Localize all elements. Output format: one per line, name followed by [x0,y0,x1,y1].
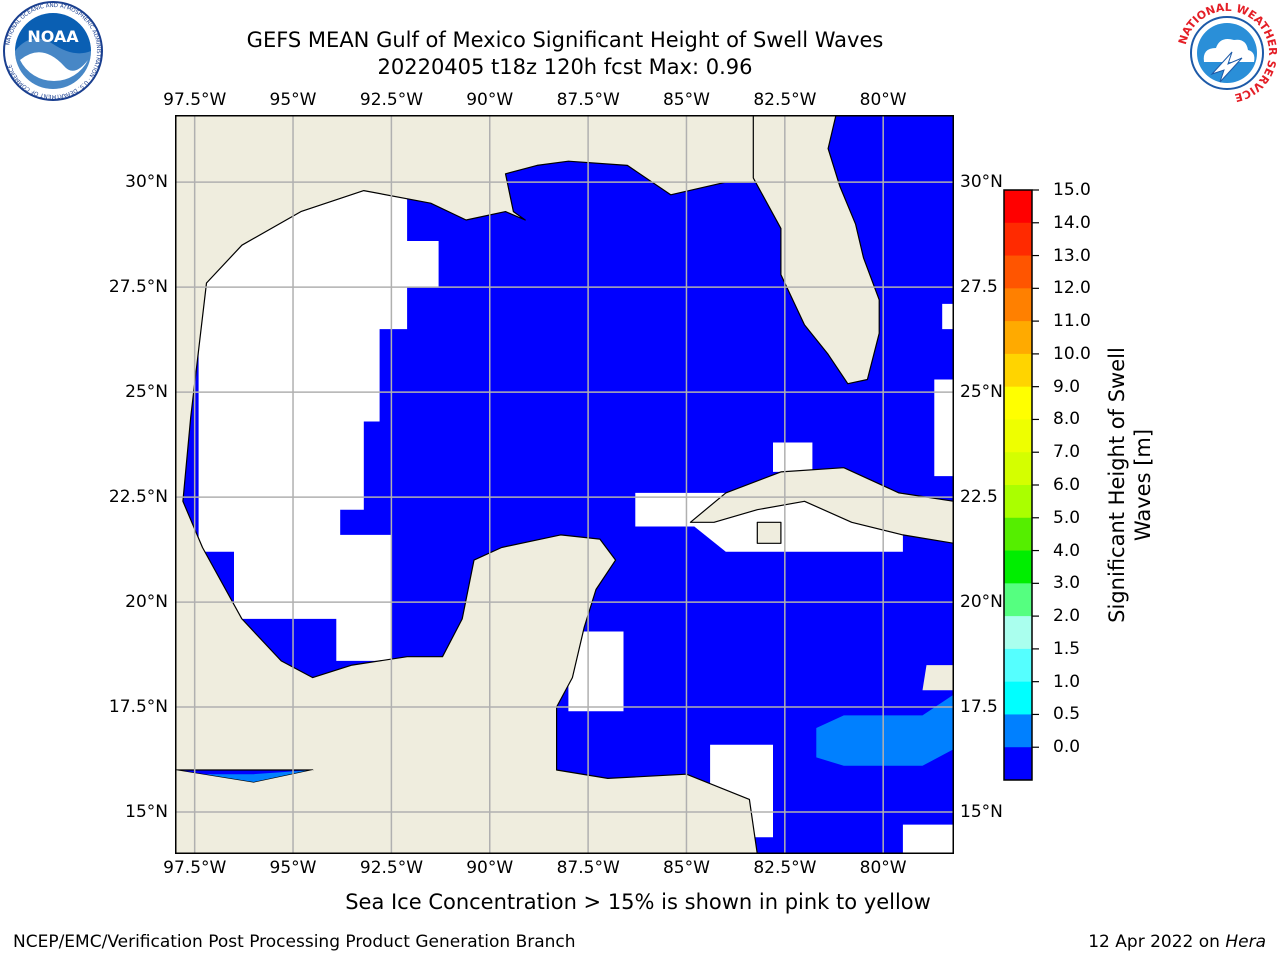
calm-region-southeast [902,824,954,854]
calm-region-cuba-north-2 [773,442,813,472]
calm-region-yucatan-east [568,631,624,712]
colorbar-tick-label: 3.0 [1053,573,1081,594]
lat-tick-label-left: 15°N [125,802,168,822]
colorbar-tick-label: 14.0 [1053,212,1091,233]
lat-tick-label-left: 17.5°N [108,697,168,718]
colorbar-title: Significant Height of Swell Waves [m] [1105,347,1155,623]
generation-date: 12 Apr 2022 on Hera [1088,932,1266,952]
lon-tick-label-top: 90°W [466,90,514,110]
lon-tick-label-bottom: 92.5°W [359,858,424,878]
colorbar-segment [1004,288,1032,322]
lon-tick-label-top: 97.5°W [163,90,227,110]
lat-tick-label-left: 20°N [125,592,168,613]
host-name: Hera [1225,932,1266,952]
colorbar-segment [1004,714,1032,748]
lat-tick-label-left: 30°N [125,172,168,193]
colorbar-segment [1004,321,1032,355]
lat-tick-label-left: 22.5°N [108,487,168,508]
producer-credit: NCEP/EMC/Verification Post Processing Pr… [13,932,576,952]
lon-tick-label-bottom: 85°W [662,858,710,878]
colorbar-tick-label: 15.0 [1053,180,1091,200]
colorbar-segment [1004,550,1032,584]
colorbar-tick-label: 8.0 [1053,409,1081,430]
chart-title: GEFS MEAN Gulf of Mexico Significant Hei… [246,28,884,52]
colorbar-tick-label: 5.0 [1053,507,1081,528]
lon-tick-label-bottom: 95°W [269,858,317,878]
swell-0.5-1.0-region-caribbean [816,694,954,766]
lon-tick-label-top: 87.5°W [556,90,620,110]
lat-tick-label-right: 27.5 [960,277,998,298]
isla-de-la-juventud [756,521,782,544]
noaa-logo-icon: NOAA NATIONAL OCEANIC AND ATMOSPHERIC AD… [3,1,103,101]
lon-tick-label-top: 92.5°W [359,90,424,110]
calm-region-bahamas [934,379,954,477]
chart-subtitle: 20220405 t18z 120h fcst Max: 0.96 [377,55,753,79]
colorbar-segment [1004,452,1032,486]
colorbar-segment [1004,616,1032,650]
lat-tick-label-right: 20°N [960,592,1003,613]
colorbar-tick-label: 0.0 [1053,737,1081,758]
colorbar-segment [1004,517,1032,552]
lon-tick-label-bottom: 80°W [859,858,907,878]
colorbar-tick-label: 1.5 [1053,638,1081,659]
calm-region-western-gulf [198,119,439,619]
lat-tick-label-left: 25°N [125,382,168,403]
lon-tick-label-top: 95°W [269,90,317,110]
lat-tick-label-right: 22.5 [960,487,998,508]
colorbar-tick-label: 11.0 [1053,311,1091,332]
lon-tick-label-bottom: 90°W [466,858,514,878]
lat-tick-label-left: 27.5°N [108,277,168,298]
colorbar-tick-label: 9.0 [1053,376,1081,397]
cuba [689,467,954,544]
colorbar-tick-label: 1.0 [1053,671,1081,692]
colorbar-segment [1004,222,1032,257]
colorbar-segment [1004,747,1032,781]
colorbar-tick-label: 0.5 [1053,704,1081,725]
colorbar-segment [1004,255,1032,289]
colorbar-segment [1004,353,1032,388]
colorbar-tick-label: 10.0 [1053,343,1091,364]
lat-tick-label-right: 25°N [960,382,1003,403]
graticule [175,115,954,854]
colorbar-tick-label: 7.0 [1053,442,1081,463]
colorbar-segment [1004,648,1032,683]
noaa-logo-text: NOAA [27,27,79,46]
colorbar [1003,189,1039,781]
colorbar-segment [1004,681,1032,715]
colorbar-segment [1004,190,1032,224]
lon-tick-label-top: 80°W [859,90,907,110]
sea-ice-note: Sea Ice Concentration > 15% is shown in … [345,890,931,914]
lon-tick-label-top: 85°W [662,90,710,110]
nws-logo-icon: NATIONAL WEATHER SERVICE [1176,2,1278,104]
lat-tick-label-right: 15°N [960,802,1003,822]
colorbar-segment [1004,485,1032,519]
lon-tick-label-bottom: 82.5°W [753,858,817,878]
generation-date-text: 12 Apr 2022 on [1088,932,1226,952]
lon-tick-label-bottom: 97.5°W [163,858,227,878]
colorbar-tick-label: 6.0 [1053,475,1081,495]
map [175,115,954,854]
lon-tick-label-bottom: 87.5°W [556,858,620,878]
calm-region-bahamas-2 [942,303,954,330]
calm-region-bay-of-campeche [336,534,392,661]
colorbar-tick-label: 2.0 [1053,606,1081,627]
colorbar-segment [1004,386,1032,420]
lat-tick-label-right: 30°N [960,172,1003,193]
colorbar-segment [1004,583,1032,617]
colorbar-tick-label: 4.0 [1053,540,1081,561]
colorbar-tick-label: 13.0 [1053,245,1091,266]
colorbar-tick-label: 12.0 [1053,278,1091,299]
lat-tick-label-right: 17.5 [960,697,998,718]
map-frame [175,115,954,854]
jamaica-edge [922,665,954,691]
colorbar-segment [1004,419,1032,453]
lon-tick-label-top: 82.5°W [753,90,817,110]
